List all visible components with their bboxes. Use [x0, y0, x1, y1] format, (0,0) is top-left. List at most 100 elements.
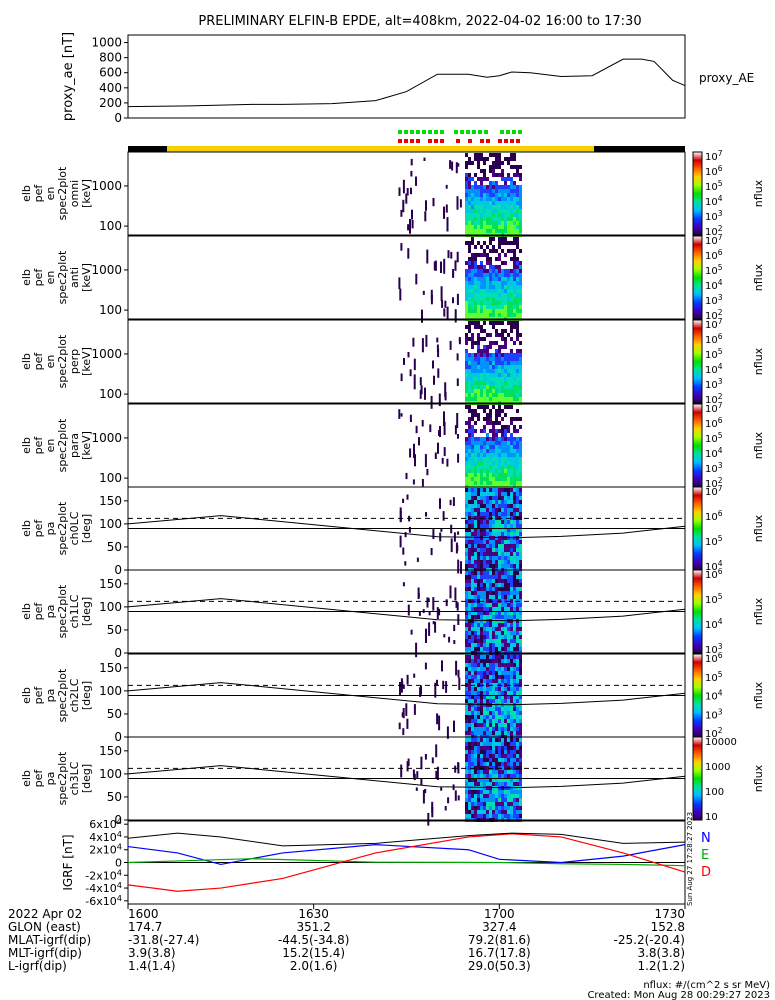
spectrogram-cell	[495, 679, 498, 683]
spectrogram-cell	[519, 488, 522, 492]
spectrogram-cell	[510, 369, 513, 373]
spectrogram-cell	[486, 774, 489, 778]
spectrogram-cell	[504, 329, 507, 333]
spectrogram-cell	[513, 441, 516, 445]
green-marker	[466, 130, 470, 134]
spectrogram-cell	[489, 301, 492, 305]
spectrogram-cell	[516, 500, 519, 504]
spectrogram-cell	[477, 723, 480, 727]
spectrogram-cell	[465, 357, 468, 361]
spectrogram-cell	[465, 161, 468, 165]
spectrogram-cell	[474, 397, 477, 401]
panel-ylabel: spec2plot	[56, 668, 69, 722]
spectrogram-cell	[510, 798, 513, 802]
spectrogram-cell	[411, 209, 413, 220]
spectrogram-cell	[468, 481, 471, 485]
spectrogram-cell	[519, 261, 522, 265]
spectrogram-cell	[513, 774, 516, 778]
spectrogram-cell	[471, 798, 474, 802]
spectrogram-cell	[483, 727, 486, 731]
spectrogram-cell	[399, 535, 402, 548]
spectrogram-cell	[477, 671, 480, 675]
spectrogram-cell	[510, 177, 513, 181]
spectrogram-cell	[465, 715, 468, 719]
spectrogram-cell	[465, 595, 468, 599]
spectrogram-cell	[422, 290, 425, 295]
green-marker	[484, 130, 488, 134]
panel-ytick-label: 100	[99, 219, 122, 233]
spectrogram-cell	[510, 405, 513, 409]
spectrogram-cell	[498, 607, 501, 611]
spectrogram-cell	[465, 461, 468, 465]
spectrogram-cell	[486, 221, 489, 225]
spectrogram-cell	[489, 297, 492, 301]
spectrogram-cell	[474, 687, 477, 691]
spectrogram-cell	[501, 623, 504, 627]
spectrogram-cell	[471, 213, 474, 217]
spectrogram-cell	[510, 627, 513, 631]
spectrogram-cell	[495, 381, 498, 385]
spectrogram-cell	[486, 508, 489, 512]
spectrogram-cell	[483, 329, 486, 333]
spectrogram-cell	[498, 631, 501, 635]
spectrogram-cell	[489, 341, 492, 345]
spectrogram-cell	[510, 453, 513, 457]
spectrogram-cell	[519, 289, 522, 293]
spectrogram-cell	[507, 249, 510, 253]
igrf-component-label: E	[701, 848, 709, 863]
spectrogram-cell	[516, 774, 519, 778]
spectrogram-cell	[492, 806, 495, 810]
spectrogram-cell	[468, 643, 471, 647]
spectrogram-cell	[516, 197, 519, 201]
spectrogram-cell	[504, 504, 507, 508]
spectrogram-cell	[483, 449, 486, 453]
spectrogram-cell	[486, 754, 489, 758]
spectrogram-cell	[519, 197, 522, 201]
spectrogram-cell	[504, 675, 507, 679]
spectrogram-cell	[513, 738, 516, 742]
spectrogram-cell	[504, 627, 507, 631]
spectrogram-cell	[519, 213, 522, 217]
spectrogram-cell	[483, 297, 486, 301]
spectrogram-cell	[451, 161, 454, 171]
spectrogram-cell	[510, 305, 513, 309]
spectrogram-cell	[510, 723, 513, 727]
spectrogram-cell	[504, 727, 507, 731]
spectrogram-cell	[516, 389, 519, 393]
spectrogram-cell	[492, 814, 495, 818]
spectrogram-cell	[465, 241, 468, 245]
spectrogram-cell	[495, 599, 498, 603]
spectrogram-cell	[489, 806, 492, 810]
spectrogram-cell	[513, 723, 516, 727]
spectrogram-cell	[465, 333, 468, 337]
spectrogram-cell	[507, 758, 510, 762]
spectrogram-cell	[483, 241, 486, 245]
spectrogram-cell	[486, 599, 489, 603]
spectrogram-cell	[465, 579, 468, 583]
spectrogram-cell	[480, 253, 483, 257]
colorbar	[692, 319, 703, 404]
spectrogram-cell	[483, 647, 486, 651]
spectrogram-cell	[510, 441, 513, 445]
spectrogram-cell	[477, 333, 480, 337]
spectrogram-cell	[477, 325, 480, 329]
spectrogram-cell	[504, 469, 507, 473]
spectrogram-cell	[513, 205, 516, 209]
spectrogram-cell	[513, 273, 516, 277]
spectrogram-cell	[474, 607, 477, 611]
spectrogram-cell	[504, 185, 507, 189]
spectrogram-cell	[492, 357, 495, 361]
spectrogram-cell	[519, 532, 522, 536]
spectrogram-cell	[501, 758, 504, 762]
spectrogram-cell	[465, 297, 468, 301]
spectrogram-cell	[468, 611, 471, 615]
spectrogram-cell	[486, 209, 489, 213]
spectrogram-cell	[471, 481, 474, 485]
spectrogram-cell	[483, 683, 486, 687]
spectrogram-cell	[474, 189, 477, 193]
spectrogram-cell	[498, 583, 501, 587]
spectrogram-cell	[495, 603, 498, 607]
spectrogram-cell	[414, 454, 416, 467]
status-bar-science	[166, 146, 595, 152]
spectrogram-cell	[477, 253, 480, 257]
